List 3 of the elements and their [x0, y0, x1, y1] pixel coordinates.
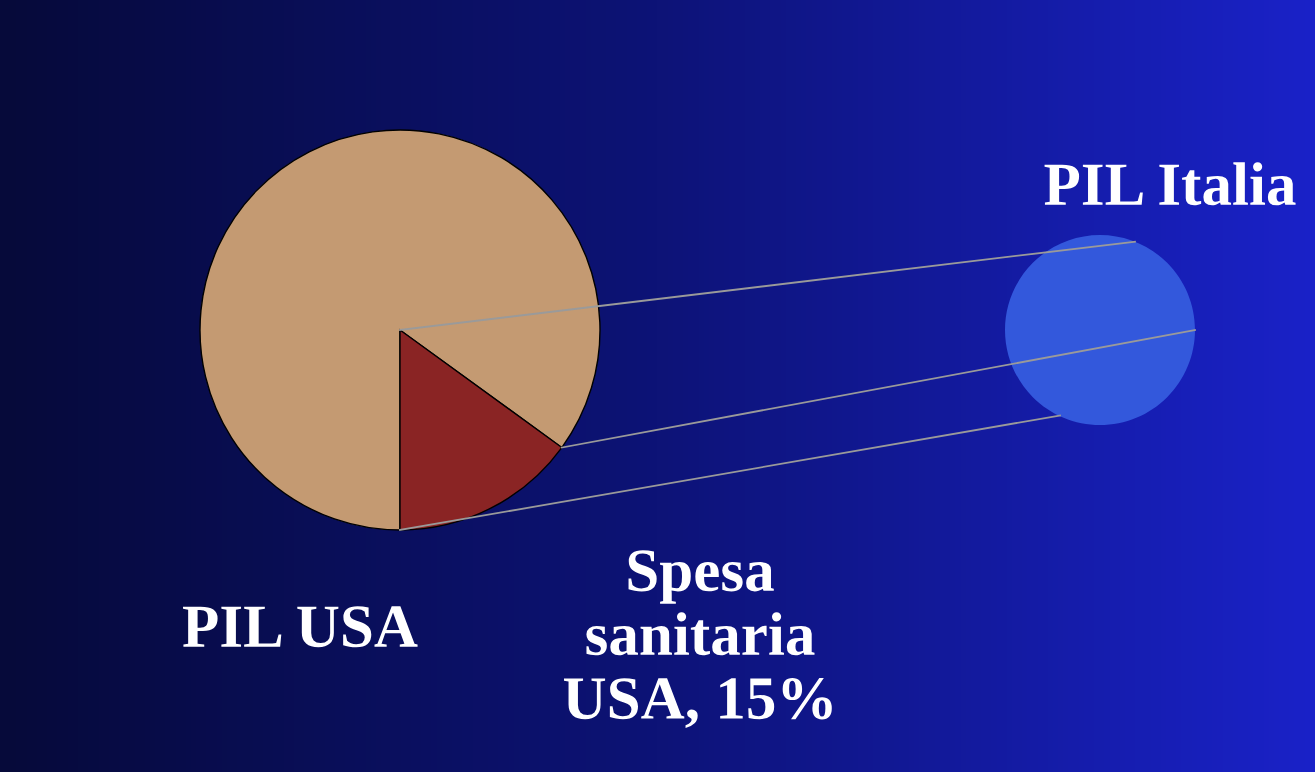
slice-label: PIL USA	[183, 606, 418, 648]
text: PIL Italia	[1044, 162, 1296, 206]
slice-label: Spesa sanitaria USA, 15%	[564, 550, 832, 729]
